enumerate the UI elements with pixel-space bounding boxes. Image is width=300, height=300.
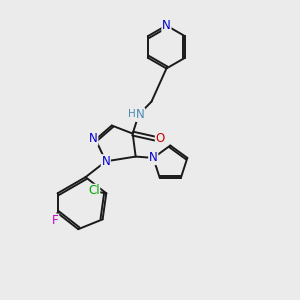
- Text: N: N: [149, 152, 158, 164]
- Text: F: F: [52, 214, 59, 227]
- Text: H: H: [128, 109, 136, 118]
- Text: N: N: [136, 108, 145, 121]
- Text: N: N: [89, 132, 98, 145]
- Text: O: O: [155, 132, 165, 145]
- Text: N: N: [162, 19, 171, 32]
- Text: Cl: Cl: [88, 184, 100, 197]
- Text: N: N: [101, 155, 110, 168]
